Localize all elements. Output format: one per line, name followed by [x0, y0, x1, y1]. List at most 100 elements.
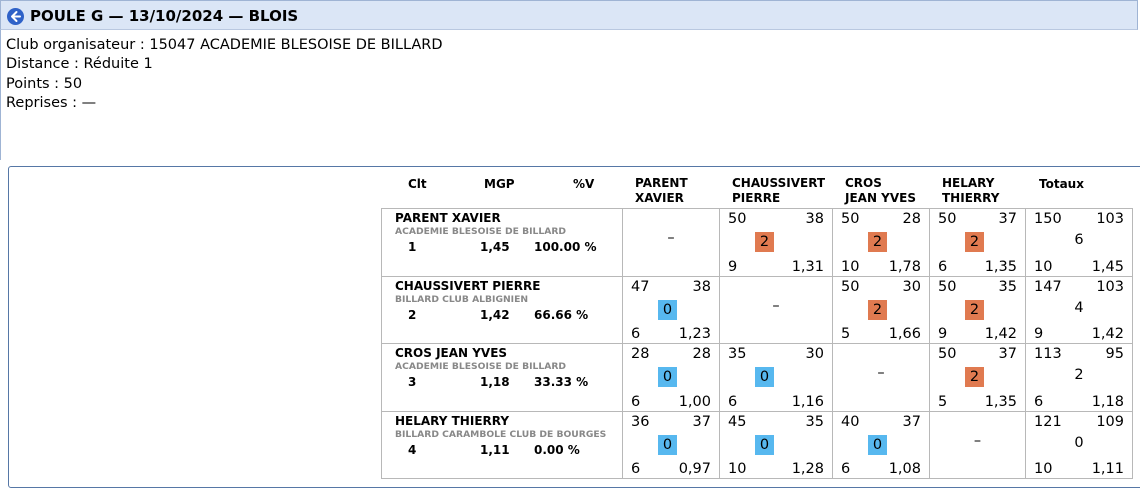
total-opponent-points: 109: [1096, 413, 1124, 430]
total-opponent-points: 95: [1105, 346, 1124, 362]
match-points-badge: 0: [658, 299, 677, 320]
match-average: 1,00: [678, 393, 711, 410]
total-opponent-points: 103: [1096, 278, 1124, 295]
match-points-badge: 0: [658, 434, 677, 455]
total-average: 1,45: [1091, 258, 1124, 275]
player-mgp: 1,42: [480, 307, 510, 322]
match-average: 1,23: [678, 326, 711, 342]
total-reprises: 10: [1034, 258, 1053, 275]
player-name: HELARY THIERRY: [395, 413, 510, 428]
player-win-pct: 0.00 %: [534, 442, 580, 457]
match-cell: 50 37 2 6 1,35: [929, 208, 1026, 277]
header-opponent-2: CHAUSSIVERT PIERRE: [732, 176, 826, 205]
match-points: 40: [841, 413, 860, 430]
total-match-points: 0: [1074, 434, 1084, 451]
match-opponent-points: 38: [692, 278, 711, 295]
player-mgp: 1,11: [480, 442, 510, 457]
total-average: 1,11: [1091, 461, 1124, 477]
divider: [0, 30, 1, 160]
match-cell: 47 38 0 6 1,23: [622, 275, 720, 344]
match-cell: 50 37 2 5 1,35: [929, 343, 1026, 412]
match-points: 28: [631, 346, 650, 362]
match-average: 1,66: [888, 326, 921, 342]
results-card: [8, 166, 1140, 488]
total-points: 150: [1034, 211, 1062, 227]
header-opponent-4: HELARY THIERRY: [942, 176, 1000, 205]
match-average: 1,31: [791, 258, 824, 275]
match-points-badge: 2: [965, 299, 984, 320]
match-reprises: 6: [728, 393, 738, 410]
total-average: 1,42: [1091, 326, 1124, 342]
total-match-points: 4: [1074, 299, 1084, 316]
player-win-pct: 66.66 %: [534, 307, 589, 322]
total-points: 121: [1034, 413, 1062, 430]
player-rank: 2: [408, 307, 417, 322]
totals-cell: 150 103 6 10 1,45: [1025, 208, 1133, 277]
page-header: POULE G — 13/10/2024 — BLOIS: [0, 0, 1138, 30]
player-name: CROS JEAN YVES: [395, 346, 508, 360]
match-cell: 50 28 2 10 1,78: [832, 208, 930, 277]
player-row: HELARY THIERRY BILLARD CARAMBOLE CLUB DE …: [381, 410, 623, 479]
match-opponent-points: 38: [805, 211, 824, 227]
match-cell: –: [719, 275, 833, 344]
match-cell: 35 30 0 6 1,16: [719, 343, 833, 412]
match-reprises: 10: [728, 461, 747, 477]
match-opponent-points: 30: [902, 278, 921, 295]
header-opponent-3: CROS JEAN YVES: [845, 176, 916, 205]
match-points: 50: [938, 211, 957, 227]
match-points-badge: 2: [868, 232, 887, 252]
match-reprises: 9: [728, 258, 738, 275]
distance-text: Distance : Réduite 1: [6, 56, 153, 73]
player-row: CHAUSSIVERT PIERRE BILLARD CLUB ALBIGNIEN…: [381, 275, 623, 344]
match-reprises: 6: [938, 258, 948, 275]
match-average: 1,78: [888, 258, 921, 275]
match-average: 1,28: [791, 461, 824, 477]
empty-cell-dash: –: [877, 365, 885, 381]
match-reprises: 5: [841, 326, 851, 342]
match-average: 1,42: [984, 326, 1017, 342]
player-mgp: 1,18: [480, 375, 510, 389]
totals-cell: 121 109 0 10 1,11: [1025, 410, 1133, 479]
empty-cell-dash: –: [772, 297, 780, 314]
match-cell: –: [622, 208, 720, 277]
back-arrow-icon[interactable]: [7, 8, 24, 25]
match-points-badge: 0: [755, 434, 774, 455]
total-average: 1,18: [1091, 393, 1124, 410]
match-points: 47: [631, 278, 650, 295]
match-opponent-points: 28: [692, 346, 711, 362]
match-points-badge: 0: [658, 367, 677, 387]
match-opponent-points: 35: [998, 278, 1017, 295]
match-points: 50: [938, 346, 957, 362]
match-opponent-points: 28: [902, 211, 921, 227]
total-points: 147: [1034, 278, 1062, 295]
match-points: 50: [728, 211, 747, 227]
match-points-badge: 2: [965, 367, 984, 387]
player-rank: 4: [408, 442, 417, 457]
match-opponent-points: 37: [998, 211, 1017, 227]
match-opponent-points: 37: [692, 413, 711, 430]
player-rank: 3: [408, 375, 417, 389]
match-points: 45: [728, 413, 747, 430]
match-cell: –: [832, 343, 930, 412]
player-mgp: 1,45: [480, 240, 510, 254]
match-reprises: 5: [938, 393, 948, 410]
total-match-points: 6: [1074, 232, 1084, 248]
header-pv: %V: [573, 177, 595, 191]
player-win-pct: 33.33 %: [534, 375, 589, 389]
match-cell: –: [929, 410, 1026, 479]
player-club: ACADEMIE BLESOISE DE BILLARD: [395, 361, 567, 372]
match-cell: 45 35 0 10 1,28: [719, 410, 833, 479]
match-points: 36: [631, 413, 650, 430]
player-name: PARENT XAVIER: [395, 211, 501, 225]
match-reprises: 10: [841, 258, 860, 275]
player-rank: 1: [408, 240, 417, 254]
match-reprises: 9: [938, 326, 948, 342]
totals-cell: 147 103 4 9 1,42: [1025, 275, 1133, 344]
match-reprises: 6: [631, 326, 641, 342]
match-cell: 28 28 0 6 1,00: [622, 343, 720, 412]
header-totals: Totaux: [1039, 177, 1084, 191]
total-reprises: 10: [1034, 461, 1053, 477]
match-points-badge: 2: [965, 232, 984, 252]
total-match-points: 2: [1074, 367, 1084, 383]
empty-cell-dash: –: [667, 230, 675, 246]
